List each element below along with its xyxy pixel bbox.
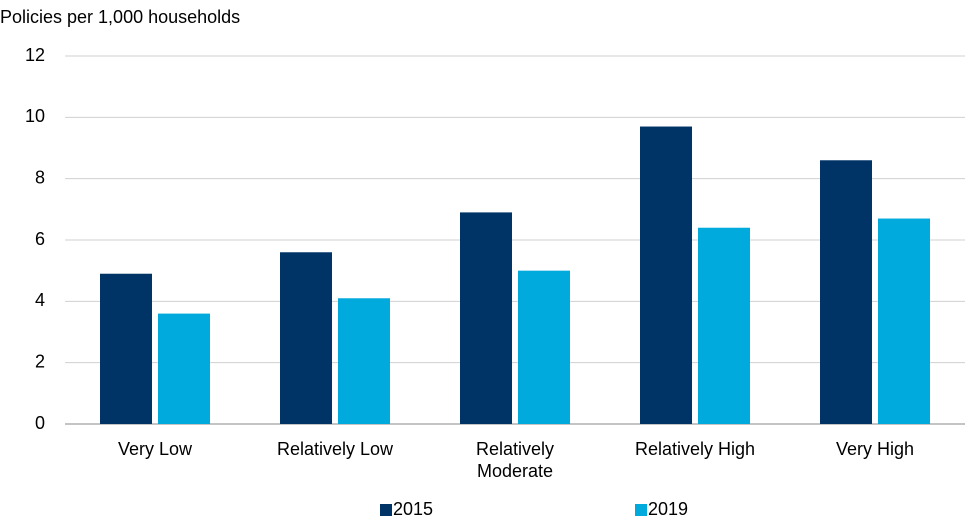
y-tick-label: 10 [25, 106, 45, 126]
x-tick-label: Relatively Moderate [475, 439, 555, 481]
y-tick-label: 0 [35, 413, 45, 433]
legend-label: 2019 [648, 499, 688, 519]
y-tick-label: 2 [35, 351, 45, 371]
legend-swatch [635, 504, 647, 516]
bar [158, 313, 210, 424]
bar [698, 227, 750, 424]
legend-swatch [380, 504, 392, 516]
y-tick-label: 4 [35, 290, 45, 310]
bar [100, 273, 152, 424]
y-tick-label: 6 [35, 229, 45, 249]
y-tick-label: 12 [25, 45, 45, 65]
x-tick-label: Relatively High [634, 439, 756, 459]
y-axis-label: Policies per 1,000 households [0, 7, 240, 27]
x-tick-label: Very High [835, 439, 915, 459]
bar [280, 252, 332, 424]
legend-label: 2015 [393, 499, 433, 519]
y-tick-label: 8 [35, 167, 45, 187]
bar [640, 126, 692, 425]
bar [878, 218, 930, 424]
bar [820, 160, 872, 424]
x-tick-label: Very Low [117, 439, 193, 459]
x-tick-label: Relatively Low [276, 439, 394, 459]
bar [460, 212, 512, 424]
bar [518, 270, 570, 424]
bar [338, 298, 390, 424]
